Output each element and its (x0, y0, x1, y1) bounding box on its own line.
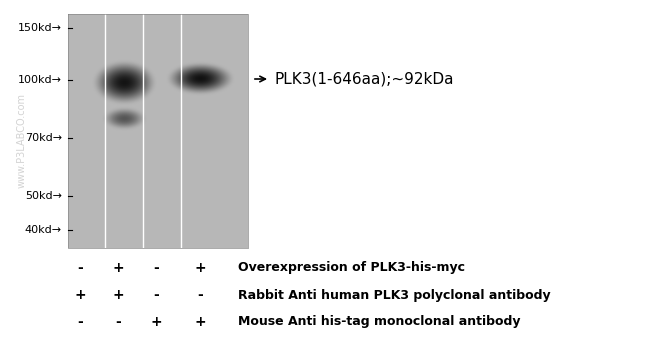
Text: -: - (153, 288, 159, 302)
Text: -: - (153, 261, 159, 275)
Text: Overexpression of PLK3-his-myc: Overexpression of PLK3-his-myc (238, 261, 465, 274)
Text: 100kd→: 100kd→ (18, 75, 62, 85)
Text: -: - (197, 288, 203, 302)
Text: Mouse Anti his-tag monoclonal antibody: Mouse Anti his-tag monoclonal antibody (238, 316, 521, 329)
Text: +: + (112, 288, 124, 302)
Text: +: + (112, 261, 124, 275)
Text: 50kd→: 50kd→ (25, 191, 62, 201)
Text: Rabbit Anti human PLK3 polyclonal antibody: Rabbit Anti human PLK3 polyclonal antibo… (238, 289, 551, 302)
Text: -: - (115, 315, 121, 329)
Text: +: + (74, 288, 86, 302)
Text: 40kd→: 40kd→ (25, 225, 62, 235)
Text: +: + (194, 261, 206, 275)
Text: -: - (77, 261, 83, 275)
Text: www.P3LABCO.com: www.P3LABCO.com (17, 93, 27, 187)
Text: +: + (150, 315, 162, 329)
Text: 70kd→: 70kd→ (25, 133, 62, 143)
Text: -: - (77, 315, 83, 329)
Text: PLK3(1-646aa);~92kDa: PLK3(1-646aa);~92kDa (275, 72, 454, 86)
Text: 150kd→: 150kd→ (18, 23, 62, 33)
Text: +: + (194, 315, 206, 329)
